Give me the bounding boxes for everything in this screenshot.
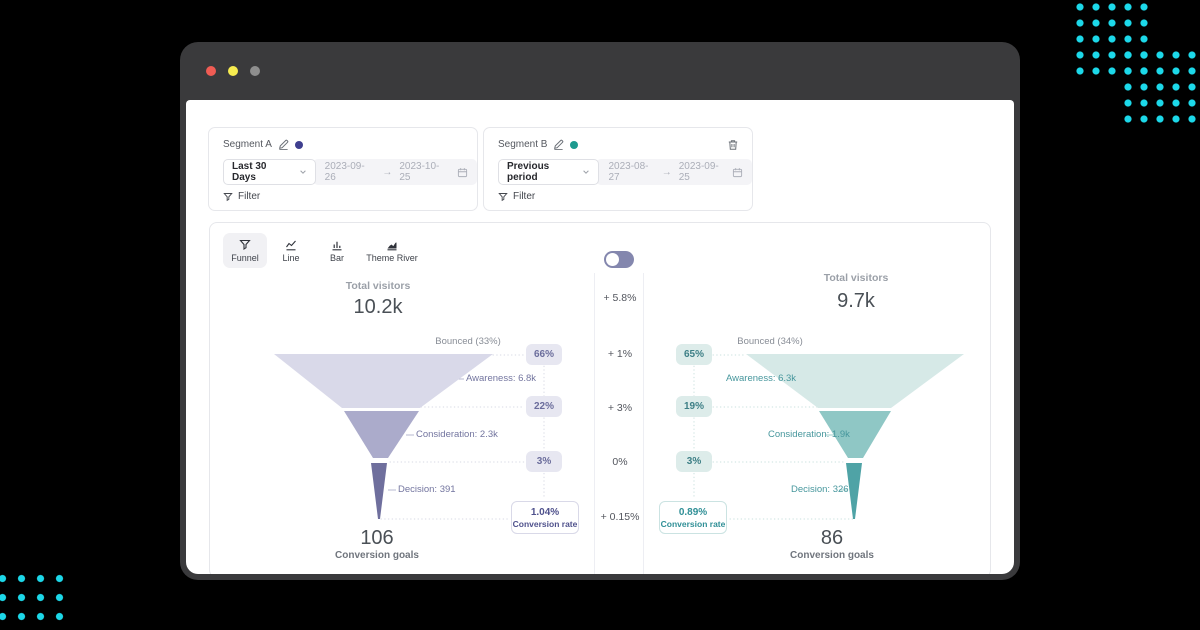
funnel-b-conversion-rate: 0.89%: [678, 506, 708, 518]
segment-b-date-end: 2023-09-25: [678, 161, 719, 183]
calendar-icon: [457, 167, 468, 178]
delta-column: + 5.8% + 1% + 3% 0% + 0.15%: [594, 273, 644, 574]
segment-b-daterange[interactable]: 2023-08-27 → 2023-09-25: [596, 159, 752, 185]
delete-segment-trash-icon[interactable]: [727, 139, 739, 151]
funnel-b-consideration-label: Consideration: 1.9k: [768, 429, 850, 440]
funnel-a-conversion-box: 1.04% Conversion rate: [511, 501, 579, 534]
segment-b-filter-label: Filter: [513, 191, 536, 202]
funnel-b-pct-badge-2: 19%: [676, 396, 712, 417]
funnel-a-decision-shape: [371, 463, 387, 519]
funnel-b-awareness-label: Awareness: 6.3k: [726, 373, 797, 384]
funnel-a-awareness-shape: [274, 354, 493, 408]
comparison-toggle[interactable]: [604, 251, 634, 268]
funnel-charts-canvas: [274, 354, 964, 520]
segment-a-range-value: Last 30 Days: [232, 161, 267, 183]
window-minimize-button[interactable]: [228, 66, 238, 76]
window-close-button[interactable]: [206, 66, 216, 76]
funnel-a-total-label: Total visitors: [345, 280, 411, 292]
tab-funnel[interactable]: Funnel: [223, 233, 267, 268]
filter-funnel-icon: [498, 192, 508, 202]
segment-b-range-value: Previous period: [507, 161, 550, 183]
line-chart-icon: [285, 239, 297, 251]
chevron-down-icon: [582, 168, 590, 176]
tab-theme-river[interactable]: Theme River: [361, 233, 423, 268]
segment-a-color-dot: [294, 140, 303, 149]
tab-theme-river-label: Theme River: [366, 252, 418, 263]
segment-a-date-end: 2023-10-25: [399, 161, 440, 183]
segment-a-daterange[interactable]: 2023-09-26 → 2023-10-25: [312, 159, 477, 185]
segment-b-filter-button[interactable]: Filter: [498, 191, 535, 202]
delta-conversion-rate: + 0.15%: [600, 511, 640, 523]
chevron-down-icon: [299, 168, 307, 176]
decor-dots-bottom-left: [0, 569, 73, 627]
funnel-b-pct-badge-3: 3%: [676, 451, 712, 472]
tab-funnel-label: Funnel: [231, 252, 259, 263]
toggle-knob: [606, 253, 619, 266]
funnel-a-pct-badge-1: 66%: [526, 344, 562, 365]
funnel-b-total-label: Total visitors: [823, 272, 889, 284]
funnel-b-consideration-shape: [819, 411, 891, 458]
tab-line[interactable]: Line: [269, 233, 313, 268]
funnel-b-dotted-connectors: [693, 354, 855, 520]
funnel-a-pct-badge-3: 3%: [526, 451, 562, 472]
funnel-a-goals-value: 106: [360, 527, 394, 549]
tab-line-label: Line: [282, 252, 300, 263]
calendar-icon: [732, 167, 743, 178]
segment-a-filter-button[interactable]: Filter: [223, 191, 260, 202]
funnel-a-total-value: 10.2k: [353, 296, 403, 318]
funnel-b-total-value: 9.7k: [837, 290, 875, 312]
funnel-chart-icon: [239, 239, 251, 251]
segment-b-range-select[interactable]: Previous period: [498, 159, 600, 185]
segment-b-date-start: 2023-08-27: [608, 161, 649, 183]
edit-pencil-icon[interactable]: [553, 139, 564, 150]
segment-b-title: Segment B: [498, 139, 548, 150]
app-window: Segment A Last 30 Days 2023-09-26 → 2023…: [180, 42, 1020, 580]
segment-b-card: Segment B Previous period 2023-08-27: [483, 127, 753, 211]
funnel-b-bounced-label: Bounced (34%): [737, 336, 803, 347]
funnel-a-decision-label: Decision: 391: [398, 484, 456, 495]
funnel-b-conversion-rate-label: Conversion rate: [660, 518, 726, 529]
filter-funnel-icon: [223, 192, 233, 202]
segment-a-date-start: 2023-09-26: [324, 161, 365, 183]
edit-pencil-icon[interactable]: [278, 139, 289, 150]
funnel-a-bounced-label: Bounced (33%): [435, 336, 501, 347]
date-arrow: →: [382, 166, 393, 178]
window-maximize-button[interactable]: [250, 66, 260, 76]
funnel-a-pct-badge-2: 22%: [526, 396, 562, 417]
funnel-a-conversion-rate-label: Conversion rate: [512, 518, 578, 529]
window-content: Segment A Last 30 Days 2023-09-26 → 2023…: [186, 100, 1014, 574]
funnel-b-conversion-box: 0.89% Conversion rate: [659, 501, 727, 534]
funnel-a-goals-label: Conversion goals: [335, 550, 419, 561]
chart-type-tabs: Funnel Line Bar: [223, 233, 423, 268]
segment-a-filter-label: Filter: [238, 191, 261, 202]
funnel-a-dotted-connectors: [380, 354, 545, 520]
date-arrow: →: [661, 166, 672, 178]
segment-b-color-dot: [570, 140, 579, 149]
funnel-a-consideration-shape: [344, 411, 419, 458]
segment-a-card: Segment A Last 30 Days 2023-09-26 → 2023…: [208, 127, 478, 211]
tab-bar-label: Bar: [329, 252, 344, 263]
tab-bar[interactable]: Bar: [315, 233, 359, 268]
decor-dots-top-right-lower: [1120, 47, 1200, 127]
delta-awareness: + 1%: [607, 348, 633, 360]
chart-panel: Funnel Line Bar: [209, 222, 991, 574]
theme-river-icon: [386, 239, 398, 251]
funnel-b-goals-value: 86: [820, 527, 844, 549]
delta-total-visitors: + 5.8%: [603, 292, 637, 304]
segment-a-range-select[interactable]: Last 30 Days: [223, 159, 316, 185]
funnel-b-goals-label: Conversion goals: [790, 550, 874, 561]
funnel-a-conversion-rate: 1.04%: [530, 506, 560, 518]
funnel-a-consideration-label: Consideration: 2.3k: [416, 429, 498, 440]
funnel-b-decision-label: Decision: 326: [791, 484, 849, 495]
funnel-b-awareness-shape: [746, 354, 964, 408]
delta-decision: 0%: [612, 456, 628, 468]
funnel-a-awareness-label: Awareness: 6.8k: [466, 373, 537, 384]
bar-chart-icon: [331, 239, 343, 251]
funnel-b-decision-shape: [846, 463, 862, 519]
segment-a-title: Segment A: [223, 139, 272, 150]
window-titlebar: [180, 42, 1020, 100]
delta-consideration: + 3%: [607, 402, 633, 414]
funnel-b-pct-badge-1: 65%: [676, 344, 712, 365]
